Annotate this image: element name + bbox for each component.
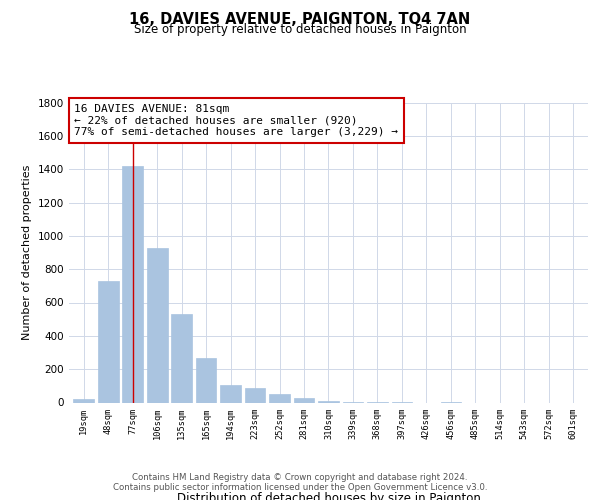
Bar (73, 399, 94, 402)
Bar (245, 388, 265, 402)
Text: 16, DAVIES AVENUE, PAIGNTON, TQ4 7AN: 16, DAVIES AVENUE, PAIGNTON, TQ4 7AN (130, 12, 470, 28)
Bar (147, 248, 167, 402)
Bar (318, 401, 339, 402)
Text: Contains public sector information licensed under the Open Government Licence v3: Contains public sector information licen… (113, 482, 487, 492)
Bar (122, 166, 143, 402)
Text: Contains HM Land Registry data © Crown copyright and database right 2024.: Contains HM Land Registry data © Crown c… (132, 472, 468, 482)
X-axis label: Distribution of detached houses by size in Paignton: Distribution of detached houses by size … (176, 492, 481, 500)
Bar (293, 398, 314, 402)
Bar (269, 394, 290, 402)
Bar (171, 314, 192, 402)
Text: Size of property relative to detached houses in Paignton: Size of property relative to detached ho… (134, 22, 466, 36)
Y-axis label: Number of detached properties: Number of detached properties (22, 165, 32, 340)
Text: 16 DAVIES AVENUE: 81sqm
← 22% of detached houses are smaller (920)
77% of semi-d: 16 DAVIES AVENUE: 81sqm ← 22% of detache… (74, 104, 398, 137)
Bar (220, 385, 241, 402)
Bar (196, 358, 217, 403)
Bar (98, 281, 119, 402)
